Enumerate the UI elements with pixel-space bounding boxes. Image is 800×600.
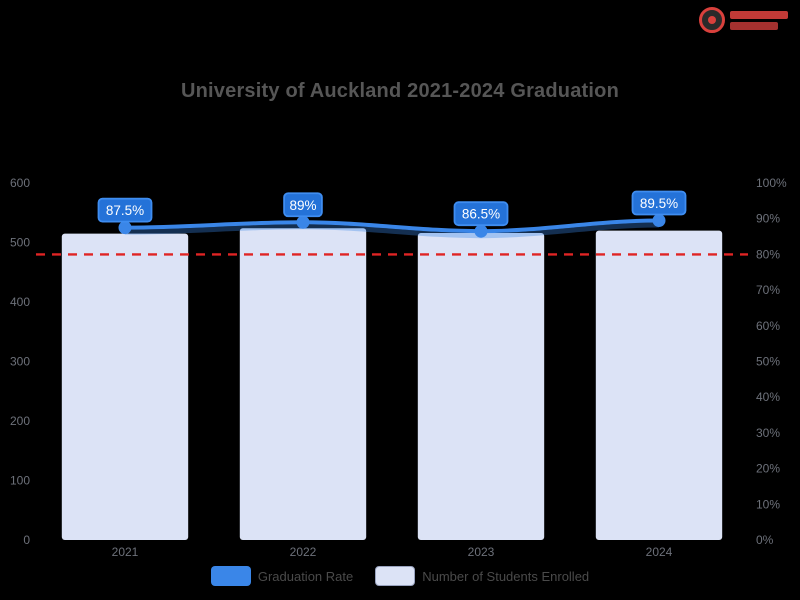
x-axis-label-2024: 2024: [646, 545, 673, 559]
data-point-2024[interactable]: [652, 213, 666, 227]
left-axis-tick: 300: [10, 355, 30, 369]
right-axis-tick: 0%: [756, 533, 774, 547]
data-label-bubble: [453, 201, 509, 227]
legend-swatch-bar-icon: [375, 566, 416, 586]
left-axis-tick: 500: [10, 236, 30, 250]
data-label-text: 89%: [289, 198, 316, 213]
right-axis-tick: 60%: [756, 319, 780, 333]
logo-wordmark-line-1: [730, 10, 788, 19]
line-series-shadow: [124, 222, 660, 239]
data-label-bubble: [97, 197, 153, 223]
right-axis-tick: 70%: [756, 283, 780, 297]
logo-wordmark-line-2: [730, 21, 778, 30]
x-axis-label-2022: 2022: [290, 545, 317, 559]
data-label-2022: 89%: [283, 192, 323, 218]
legend: Graduation Rate Number of Students Enrol…: [0, 566, 800, 586]
data-label-2021: 87.5%: [97, 197, 153, 223]
right-axis-tick: 50%: [756, 355, 780, 369]
bar-2022[interactable]: [239, 228, 367, 540]
right-axis-tick: 100%: [756, 176, 787, 190]
bar-2021[interactable]: [61, 233, 189, 540]
bar-2023[interactable]: [417, 232, 545, 541]
bar-2024[interactable]: [595, 230, 723, 540]
line-series[interactable]: [123, 218, 661, 234]
right-axis-tick: 40%: [756, 390, 780, 404]
data-label-text: 87.5%: [106, 203, 144, 218]
data-label-2024: 89.5%: [631, 190, 687, 216]
left-axis-tick: 600: [10, 176, 30, 190]
data-label-bubble: [631, 190, 687, 216]
left-axis-tick: 100: [10, 474, 30, 488]
data-label-text: 86.5%: [462, 207, 500, 222]
left-axis-tick: 0: [23, 533, 30, 547]
legend-swatch-line-icon: [210, 566, 251, 586]
legend-label-bar-series: Number of Students Enrolled: [422, 568, 590, 584]
data-point-2021[interactable]: [118, 221, 132, 235]
chart-title: University of Auckland 2021-2024 Graduat…: [180, 80, 619, 102]
x-axis-label-2021: 2021: [112, 545, 139, 559]
right-axis-tick: 20%: [756, 462, 780, 476]
logo-wordmark: [730, 10, 788, 30]
legend-item-bar-series[interactable]: Number of Students Enrolled: [375, 566, 589, 586]
right-axis-tick: 90%: [756, 212, 780, 226]
left-axis-tick: 400: [10, 295, 30, 309]
right-axis-tick: 80%: [756, 247, 780, 261]
right-axis-tick: 30%: [756, 426, 780, 440]
site-logo: [699, 7, 788, 33]
data-point-2022[interactable]: [296, 215, 310, 229]
data-point-2023[interactable]: [474, 224, 488, 238]
left-axis-tick: 200: [10, 414, 30, 428]
x-axis-label-2023: 2023: [468, 545, 495, 559]
data-label-text: 89.5%: [640, 196, 678, 211]
logo-ring-icon: [699, 7, 725, 33]
data-label-2023: 86.5%: [453, 201, 509, 227]
legend-label-line-series: Graduation Rate: [257, 568, 354, 584]
right-axis-tick: 10%: [756, 497, 780, 511]
data-label-bubble: [283, 192, 323, 218]
legend-item-line-series[interactable]: Graduation Rate: [210, 566, 354, 586]
